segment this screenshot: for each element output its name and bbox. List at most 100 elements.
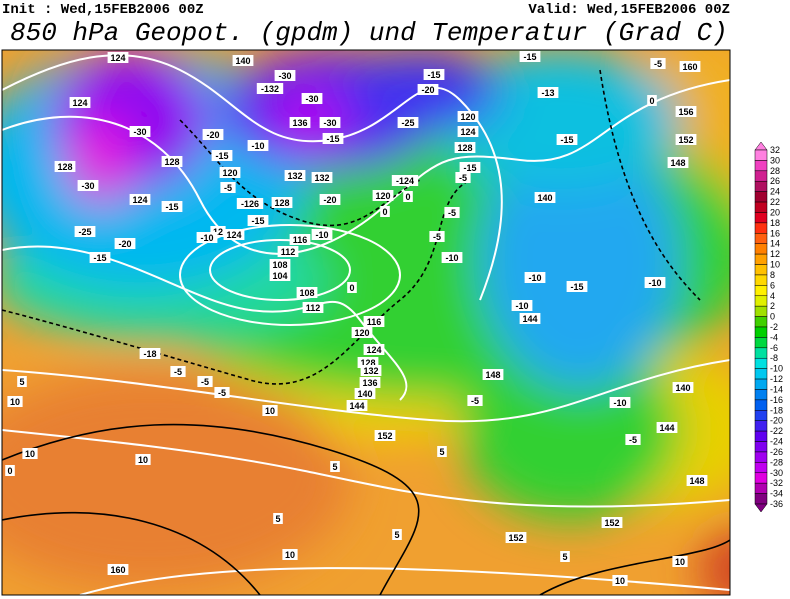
colorbar-segment <box>754 337 768 349</box>
contour-label: -20 <box>118 239 131 249</box>
colorbar-label: -18 <box>770 405 783 415</box>
contour-label: 12 <box>213 227 223 237</box>
label-box <box>686 475 708 486</box>
colorbar-segment <box>754 160 768 172</box>
label-box <box>289 234 311 245</box>
contour-label: 152 <box>508 533 523 543</box>
colorbar-label: -32 <box>770 478 783 488</box>
colorbar-label: 2 <box>770 301 775 311</box>
colorbar-label: -22 <box>770 426 783 436</box>
contour-label: 10 <box>138 455 148 465</box>
colorbar-label: -14 <box>770 384 783 394</box>
contour-label: -30 <box>278 71 291 81</box>
map-frame <box>1 49 731 596</box>
label-box <box>429 231 445 242</box>
contour-label: 152 <box>604 518 619 528</box>
label-box <box>129 126 151 137</box>
label-box <box>139 348 161 359</box>
contour-label: 144 <box>522 314 537 324</box>
contour-label: -15 <box>215 151 228 161</box>
contour-label: 124 <box>72 98 87 108</box>
contour-label: 5 <box>394 530 399 540</box>
label-box <box>534 192 556 203</box>
label-box <box>354 388 376 399</box>
contour-label: -15 <box>93 253 106 263</box>
contour-label: 124 <box>132 195 147 205</box>
contour-label: 152 <box>377 431 392 441</box>
label-box <box>135 454 151 465</box>
label-box <box>672 556 688 567</box>
colorbar-label: -8 <box>770 353 778 363</box>
label-box <box>269 270 291 281</box>
colorbar-segment <box>754 430 768 442</box>
label-box <box>232 55 254 66</box>
label-box <box>601 517 623 528</box>
colorbar-label: 22 <box>770 197 780 207</box>
colorbar-segment <box>754 285 768 297</box>
colorbar-label: -36 <box>770 499 783 509</box>
colorbar-segment <box>754 482 768 494</box>
contour-label: -10 <box>315 230 328 240</box>
label-box <box>363 316 385 327</box>
label-box <box>220 182 236 193</box>
label-box <box>647 95 657 106</box>
contour-label: -10 <box>528 273 541 283</box>
contour-label: 124 <box>226 230 241 240</box>
contour-label: -15 <box>251 216 264 226</box>
colorbar-segment <box>754 462 768 474</box>
colorbar-segment <box>754 191 768 203</box>
colorbar-label: -4 <box>770 332 778 342</box>
contour-label: -132 <box>261 84 279 94</box>
colorbar-segment <box>754 316 768 328</box>
label-box <box>397 117 419 128</box>
contour-label: -126 <box>241 199 259 209</box>
label-box <box>511 300 533 311</box>
positive-temperature-contours <box>2 423 730 595</box>
label-box <box>392 529 402 540</box>
label-box <box>455 172 471 183</box>
contour-label: -5 <box>433 232 441 242</box>
label-box <box>277 246 299 257</box>
contour-label: 124 <box>110 53 125 63</box>
label-box <box>625 434 641 445</box>
contour-label: -25 <box>78 227 91 237</box>
label-box <box>403 191 413 202</box>
label-box <box>114 238 136 249</box>
contour-label: 140 <box>675 383 690 393</box>
colorbar-label: 8 <box>770 270 775 280</box>
label-box <box>319 194 341 205</box>
contour-label: 108 <box>272 260 287 270</box>
contour-label: 5 <box>275 514 280 524</box>
label-box <box>519 313 541 324</box>
contour-label: 160 <box>110 565 125 575</box>
contour-label: -10 <box>613 398 626 408</box>
label-box <box>417 84 439 95</box>
contour-label: 144 <box>349 401 364 411</box>
label-box <box>256 83 284 94</box>
contour-label: -5 <box>224 183 232 193</box>
label-box <box>391 175 419 186</box>
colorbar-segment <box>754 170 768 182</box>
label-box <box>219 167 241 178</box>
contour-label: 0 <box>649 96 654 106</box>
contour-label: 124 <box>366 345 381 355</box>
contour-label: 160 <box>682 62 697 72</box>
contour-label: 132 <box>363 366 378 376</box>
label-box <box>7 396 23 407</box>
contour-label: 108 <box>299 288 314 298</box>
contour-label: 112 <box>306 303 321 313</box>
contour-label: 148 <box>670 158 685 168</box>
label-box <box>457 126 479 137</box>
contour-label: -5 <box>654 59 662 69</box>
colorbar-segment <box>754 264 768 276</box>
contour-label: -18 <box>143 349 156 359</box>
label-box <box>374 430 396 441</box>
label-box <box>170 366 186 377</box>
contour-label: -30 <box>81 181 94 191</box>
label-box <box>210 226 226 237</box>
colorbar-top-arrow <box>754 141 768 151</box>
colorbar-label: -30 <box>770 468 783 478</box>
label-box <box>360 365 382 376</box>
colorbar-segment <box>754 420 768 432</box>
